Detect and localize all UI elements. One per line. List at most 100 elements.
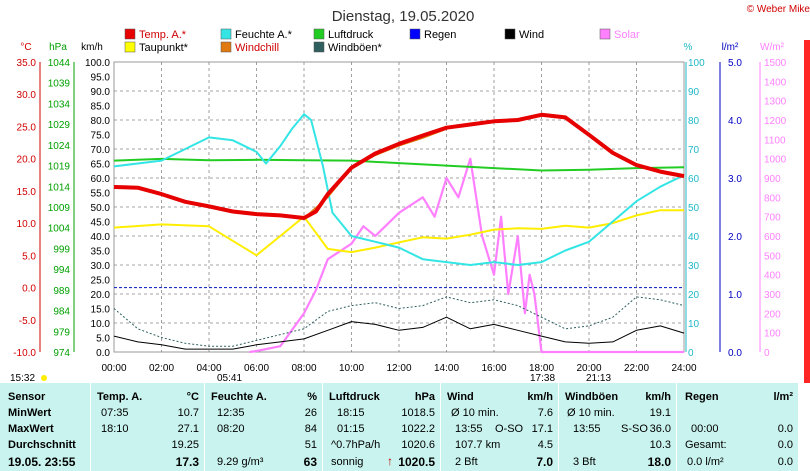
- chart-series: [113, 112, 685, 354]
- legend-swatch: [124, 41, 136, 53]
- weather-chart: Dienstag, 19.05.2020 © Weber Mike Temp. …: [10, 4, 810, 383]
- hum-max-time: 08:20: [217, 423, 245, 435]
- wind-tick: 90.0: [91, 87, 111, 98]
- col-gusts-unit: km/h: [645, 391, 671, 403]
- rain-current-label: 0.0 l/m²: [687, 456, 724, 468]
- wind-tick: 65.0: [91, 160, 111, 171]
- wind-tick: 60.0: [91, 174, 111, 185]
- press-max-value: 1022.2: [401, 423, 435, 435]
- wind-avg-value: 4.5: [537, 439, 553, 451]
- hum-avg-value: 51: [304, 439, 317, 451]
- solar-tick: 700: [764, 213, 781, 224]
- wind-tick: 100.0: [85, 58, 110, 69]
- hum-tick: 90: [688, 87, 700, 98]
- legend-label: Luftdruck: [328, 29, 374, 41]
- temp-min-value: 10.7: [177, 407, 199, 419]
- wind-tick: 5.0: [96, 334, 110, 345]
- wind-min-label: Ø 10 min.: [451, 407, 499, 419]
- x-tick: 24:00: [671, 363, 696, 374]
- chart-title: Dienstag, 19.05.2020: [332, 8, 475, 25]
- legend-label: Windchill: [235, 42, 279, 54]
- wind-tick: 70.0: [91, 145, 111, 156]
- col-rain-title: Regen: [685, 391, 719, 403]
- scrollbar-thumb[interactable]: [804, 40, 810, 383]
- x-tick: 20:00: [576, 363, 601, 374]
- row-header-min: MinWert: [8, 407, 52, 419]
- col-gusts-title: Windböen: [565, 391, 619, 403]
- solar-tick: 1400: [764, 77, 787, 88]
- solar-tick: 900: [764, 174, 781, 185]
- series-taupunkt: [113, 209, 684, 257]
- hum-tick: 70: [688, 145, 700, 156]
- sun-icon: [41, 375, 47, 381]
- rain-total-label: Gesamt:: [685, 439, 727, 451]
- row-headers: Sensor MinWert MaxWert Durchschnitt 19.0…: [0, 383, 90, 471]
- legend-label: Temp. A.*: [139, 29, 187, 41]
- press-tick: 999: [53, 244, 70, 255]
- col-humidity-title: Feuchte A.: [211, 391, 267, 403]
- wind-tick: 25.0: [91, 276, 111, 287]
- temp-max-value: 27.1: [177, 423, 199, 435]
- series-luftdruck: [113, 157, 685, 172]
- hum-current-value: 63: [303, 455, 317, 469]
- rain-unit-label: l/m²: [722, 42, 739, 53]
- wind-min-value: 7.6: [537, 407, 553, 419]
- wind-tick: 40.0: [91, 232, 111, 243]
- solar-tick: 1000: [764, 155, 787, 166]
- solar-unit-label: W/m²: [760, 42, 785, 53]
- series-feuchtea: [113, 113, 685, 266]
- legend-label: Taupunkt*: [139, 42, 189, 54]
- legend-label: Regen: [424, 29, 456, 41]
- solar-tick: 100: [764, 329, 781, 340]
- chart-legend: Temp. A.*Taupunkt* Feuchte A.*Windchill Lu…: [124, 28, 640, 54]
- hum-tick: 30: [688, 261, 700, 272]
- solar-tick: 300: [764, 290, 781, 301]
- row-header-current: 19.05. 23:55: [8, 455, 76, 469]
- col-rain: Regen l/m² 00:00 0.0 Gesamt: 0.0 0.0 l/m…: [676, 383, 799, 471]
- wind-tick: 35.0: [91, 247, 111, 258]
- press-tick: 974: [53, 348, 70, 359]
- wind-tick: 15.0: [91, 305, 111, 316]
- gust-max-time: 13:55: [573, 423, 601, 435]
- rain-tick: 5.0: [728, 58, 742, 69]
- wind-tick: 55.0: [91, 189, 111, 200]
- rain-tick: 1.0: [728, 290, 742, 301]
- sun-left-label: 15:32: [10, 373, 35, 383]
- press-avg-value: 1020.6: [401, 439, 435, 451]
- wind-tick: 85.0: [91, 102, 111, 113]
- hum-tick: 10: [688, 319, 700, 330]
- temp-tick: 20.0: [17, 155, 37, 166]
- x-tick: 06:00: [244, 363, 269, 374]
- wind-max-time: 13:55: [455, 423, 483, 435]
- wind-max-value: 17.1: [531, 423, 553, 435]
- col-wind: Wind km/h Ø 10 min. 7.6 13:55 O-SO 17.1 …: [440, 383, 559, 471]
- temp-tick: 35.0: [17, 58, 37, 69]
- scrollbar-track[interactable]: [798, 383, 810, 471]
- col-pressure-title: Luftdruck: [329, 391, 380, 403]
- x-tick: 18:00: [529, 363, 554, 374]
- temp-tick: -5.0: [19, 316, 37, 327]
- press-max-time: 01:15: [337, 423, 365, 435]
- wind-tick: 95.0: [91, 73, 111, 84]
- press-tick: 1004: [48, 224, 71, 235]
- col-wind-unit: km/h: [527, 391, 553, 403]
- col-humidity: Feuchte A. % 12:35 26 08:20 84 51 9.29 g…: [204, 383, 323, 471]
- x-tick: 22:00: [624, 363, 649, 374]
- gust-max-direction: S-SO: [621, 423, 648, 435]
- wind-current-value: 7.0: [536, 455, 553, 469]
- legend-swatch: [313, 41, 325, 53]
- press-tick: 989: [53, 286, 70, 297]
- rain-total-value: 0.0: [777, 439, 793, 451]
- wind-tick: 10.0: [91, 319, 111, 330]
- x-tick: 12:00: [386, 363, 411, 374]
- rain-tick: 0.0: [728, 348, 742, 359]
- temp-tick: 30.0: [17, 90, 37, 101]
- press-current-value: 1020.5: [398, 455, 435, 469]
- stats-table: Sensor MinWert MaxWert Durchschnitt 19.0…: [0, 383, 810, 471]
- solar-tick: 800: [764, 193, 781, 204]
- wind-tick: 50.0: [91, 203, 111, 214]
- wind-tick: 0.0: [96, 348, 110, 359]
- temp-tick: 25.0: [17, 122, 37, 133]
- wind-beaufort: 2 Bft: [455, 456, 478, 468]
- hum-tick: 50: [688, 203, 700, 214]
